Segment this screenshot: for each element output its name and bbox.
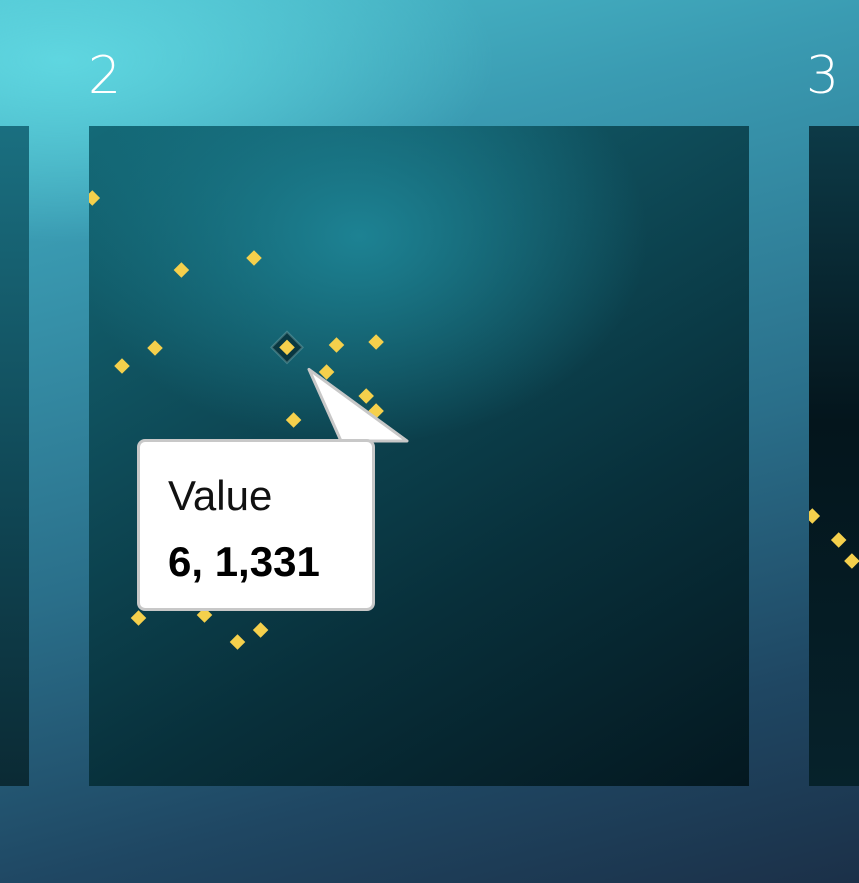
facet-panel-1	[0, 126, 29, 786]
tooltip-title: Value	[168, 472, 273, 519]
facet-label-3: 3	[806, 46, 840, 106]
value-tooltip: Value 6, 1,331	[137, 439, 375, 611]
facet-label-2: 2	[88, 46, 122, 106]
tooltip-value: 6, 1,331	[168, 538, 320, 585]
facet-panel-3	[809, 126, 859, 786]
